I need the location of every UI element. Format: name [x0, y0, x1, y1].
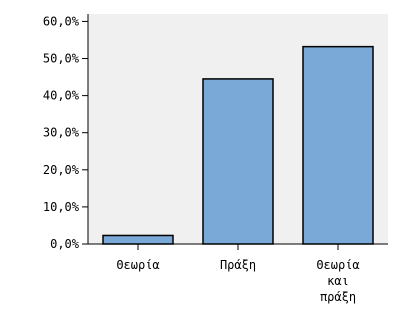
x-category-label-line: και [327, 274, 349, 288]
bar-2 [302, 45, 374, 245]
y-tick-label: 20,0% [43, 163, 80, 177]
x-category-label-line: Θεωρία [316, 258, 359, 272]
x-category-label-line: πράξη [320, 290, 356, 304]
y-tick-label: 10,0% [43, 200, 80, 214]
bar-0 [102, 234, 174, 245]
y-axis-ticks: 0,0% 10,0% 20,0% 30,0% 40,0% 50,0% 60,0% [43, 14, 88, 251]
x-category-label: Πράξη [220, 258, 256, 272]
x-axis-ticks: Θεωρία Πράξη Θεωρία και πράξη [116, 244, 360, 304]
bar-1 [202, 78, 274, 245]
x-category-label: Θεωρία και πράξη [316, 258, 359, 304]
bars [102, 45, 374, 245]
y-tick-label: 0,0% [50, 237, 80, 251]
x-category-label-line: Πράξη [220, 258, 256, 272]
x-category-label: Θεωρία [116, 258, 159, 272]
y-tick-label: 60,0% [43, 14, 80, 28]
y-tick-label: 30,0% [43, 126, 80, 140]
x-category-label-line: Θεωρία [116, 258, 159, 272]
y-tick-label: 50,0% [43, 52, 80, 66]
y-tick-label: 40,0% [43, 89, 80, 103]
